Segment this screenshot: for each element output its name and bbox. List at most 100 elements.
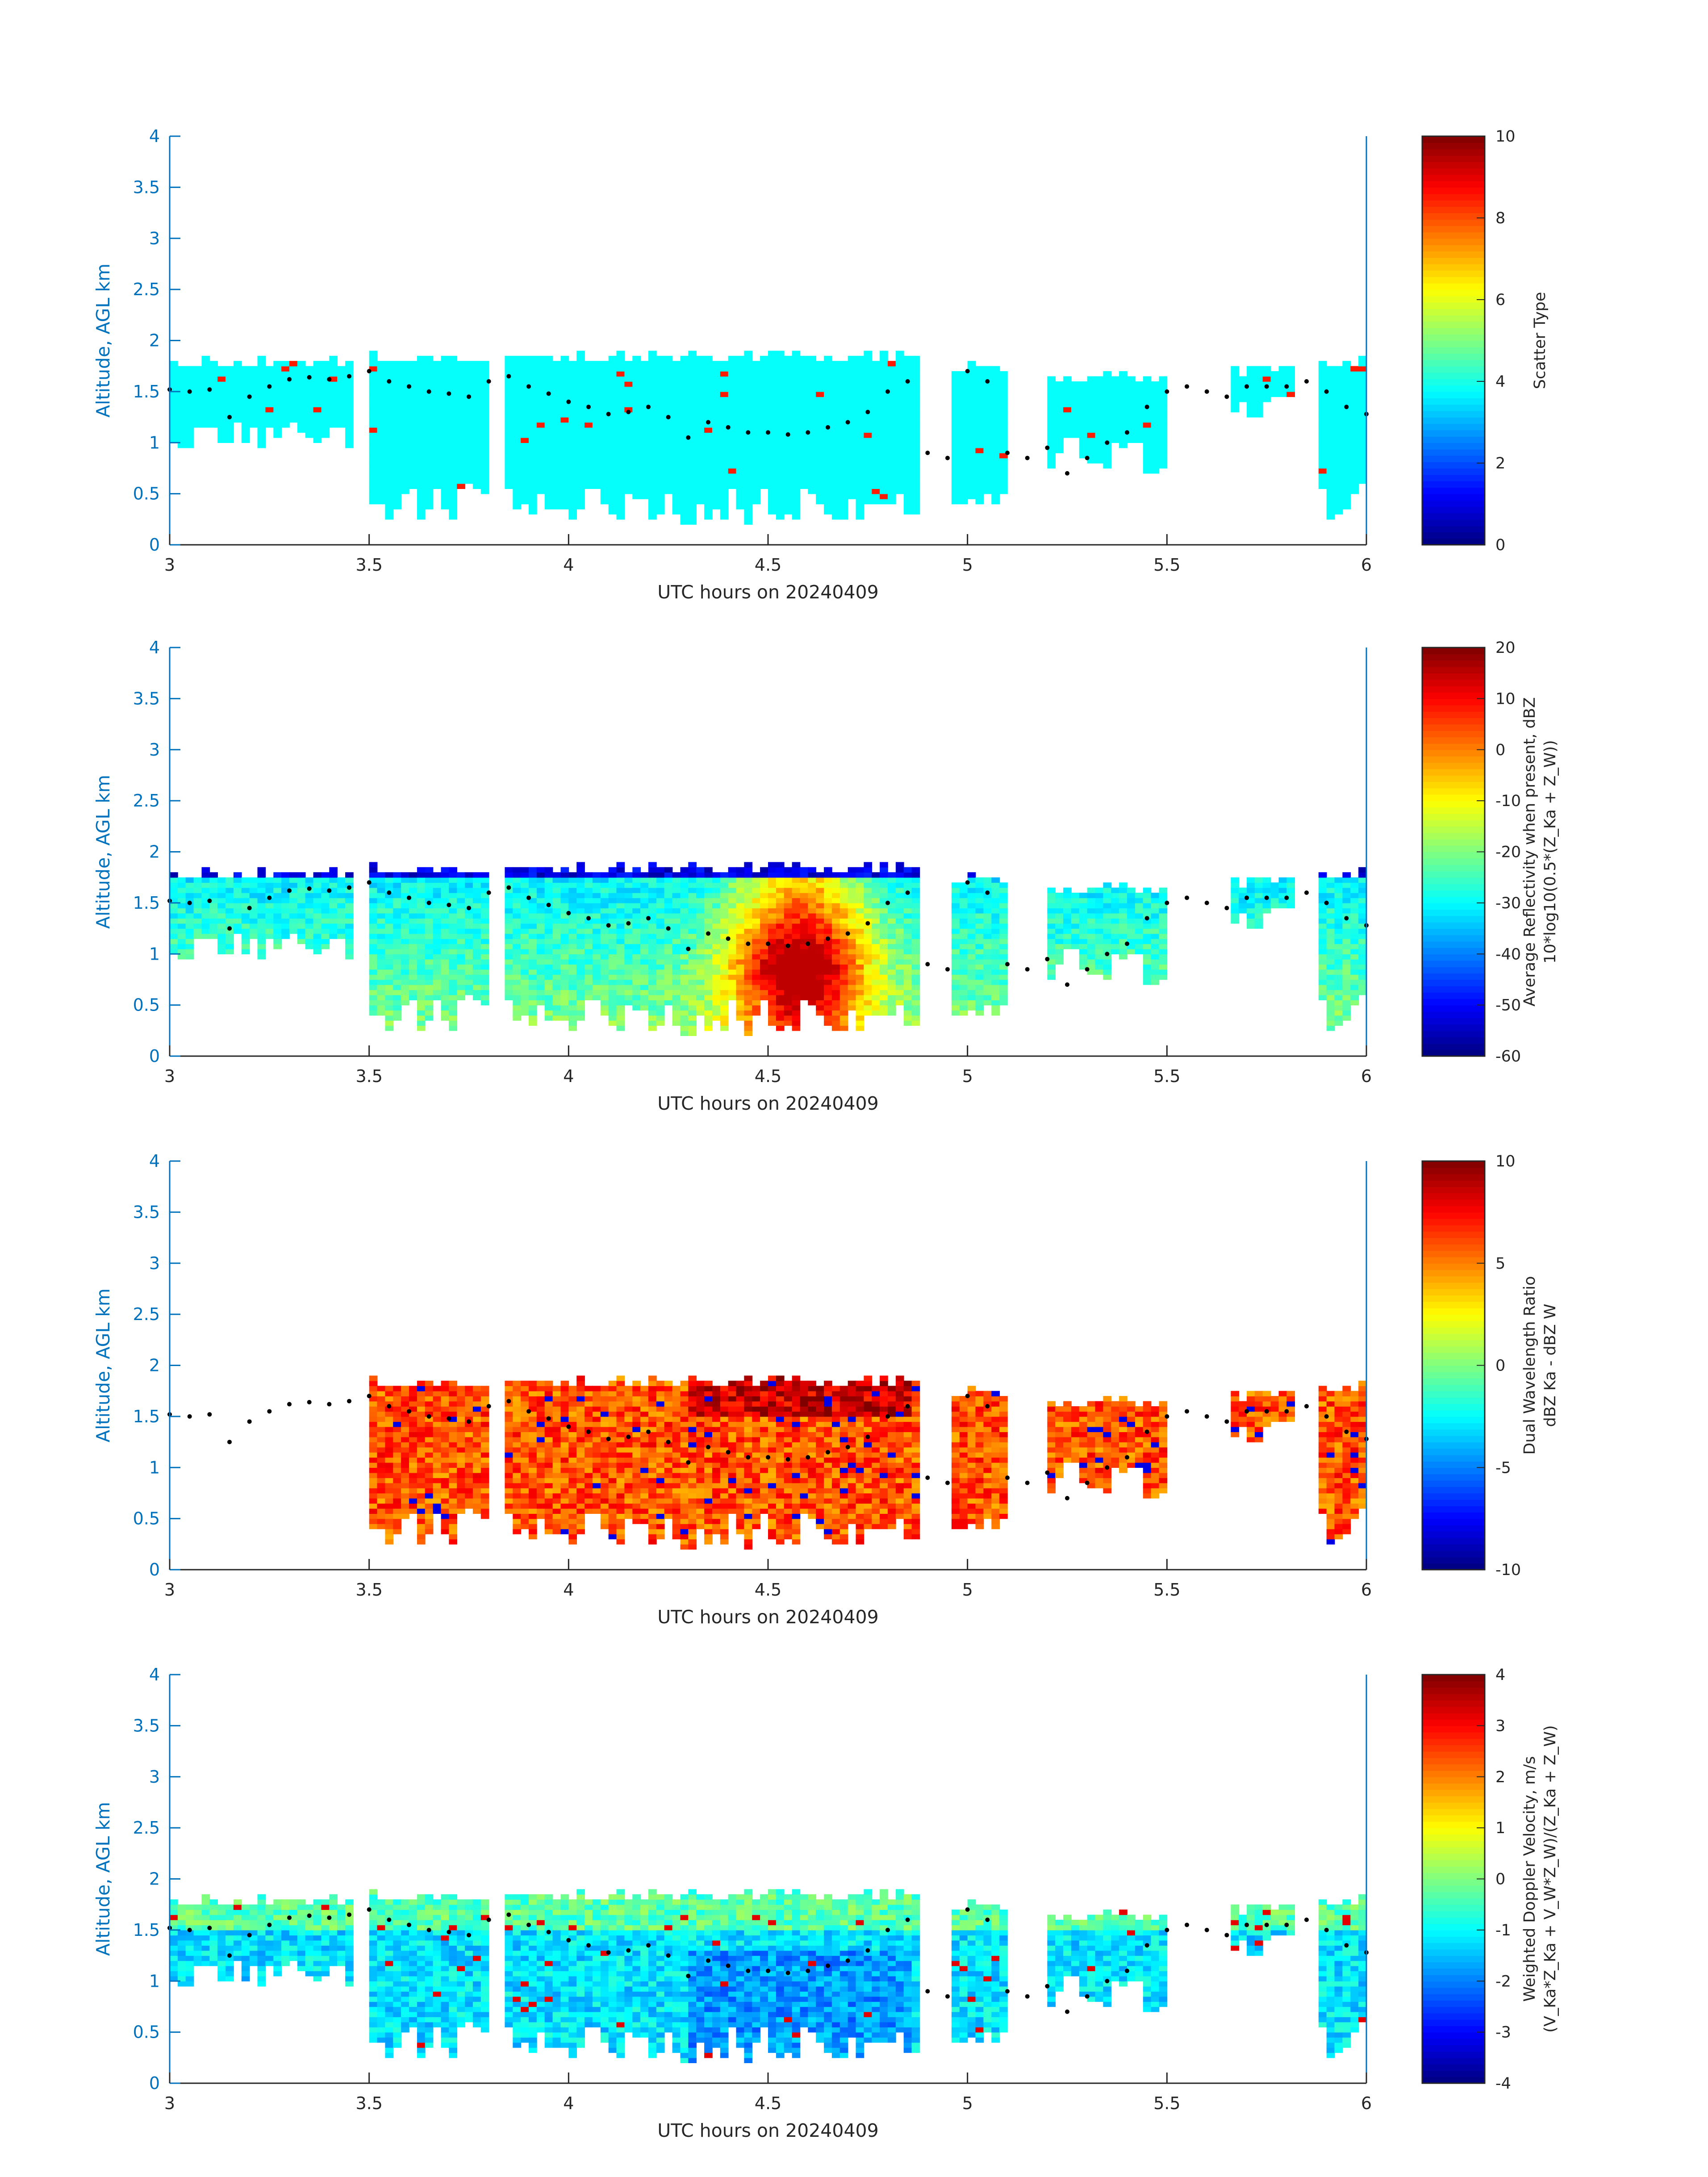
heatmap-cell: [457, 447, 465, 453]
heatmap-cell: [608, 401, 617, 407]
heatmap-cell: [568, 898, 577, 903]
heatmap-cell: [201, 867, 210, 873]
heatmap-cell: [856, 493, 864, 499]
heatmap-cell: [696, 417, 705, 423]
heatmap-cell: [728, 397, 737, 402]
heatmap-cell: [1334, 499, 1343, 505]
heatmap-cell: [273, 391, 282, 397]
heatmap-cell: [449, 1015, 457, 1021]
heatmap-cell: [800, 928, 809, 934]
heatmap-cell: [752, 371, 760, 377]
heatmap-cell: [1119, 381, 1128, 387]
heatmap-cell: [880, 458, 888, 464]
heatmap-cell: [800, 898, 809, 903]
heatmap-cell: [880, 401, 888, 407]
heatmap-cell: [505, 893, 514, 898]
heatmap-cell: [585, 432, 593, 438]
heatmap-cell: [1326, 417, 1335, 423]
heatmap-cell: [369, 443, 378, 448]
heatmap-cell: [552, 397, 561, 402]
heatmap-cell: [888, 443, 896, 448]
heatmap-cell: [776, 949, 785, 954]
heatmap-cell: [888, 483, 896, 489]
heatmap-cell: [800, 867, 809, 873]
heatmap-cell: [329, 386, 338, 392]
heatmap-cell: [409, 903, 418, 909]
heatmap-cell: [672, 361, 681, 367]
heatmap-cell: [784, 974, 793, 980]
heatmap-cell: [249, 877, 258, 883]
heatmap-cell: [544, 499, 553, 505]
heatmap-cell: [648, 908, 657, 914]
heatmap-cell: [425, 867, 434, 873]
heatmap-cell: [616, 893, 625, 898]
heatmap-cell: [792, 463, 801, 469]
heatmap-cell: [728, 954, 737, 960]
heatmap-cell: [401, 437, 409, 443]
heatmap-cell: [1079, 447, 1088, 453]
heatmap-cell: [265, 913, 274, 919]
heatmap-cell: [616, 1000, 625, 1006]
heatmap-cell: [513, 964, 521, 970]
colorbar-swatch: [1422, 136, 1485, 143]
heatmap-cell: [568, 964, 577, 970]
heatmap-cell: [592, 964, 601, 970]
heatmap-cell: [457, 923, 465, 929]
heatmap-cell: [824, 453, 832, 459]
heatmap-cell: [736, 458, 745, 464]
heatmap-cell: [680, 938, 689, 944]
cloud-base-marker: [1045, 445, 1050, 450]
x-tick-label: 3: [164, 555, 175, 575]
heatmap-cell: [624, 954, 633, 960]
heatmap-cell: [664, 432, 673, 438]
cloud-base-marker: [566, 399, 571, 404]
heatmap-cell: [465, 443, 473, 448]
heatmap-cell: [1063, 391, 1072, 397]
heatmap-cell: [560, 504, 569, 510]
heatmap-cell: [744, 984, 753, 990]
heatmap-cell: [513, 401, 521, 407]
heatmap-cell: [1350, 427, 1359, 433]
heatmap-cell: [193, 391, 202, 397]
heatmap-cell: [441, 458, 450, 464]
heatmap-cell: [536, 427, 545, 433]
heatmap-cell: [536, 443, 545, 448]
heatmap-cell: [472, 478, 481, 484]
heatmap-cell: [959, 489, 968, 494]
heatmap-cell: [760, 908, 768, 914]
heatmap-cell: [305, 386, 314, 392]
heatmap-cell: [321, 366, 330, 372]
heatmap-cell: [393, 938, 401, 944]
heatmap-cell: [824, 468, 832, 474]
heatmap-cell: [648, 994, 657, 1000]
heatmap-cell: [864, 489, 873, 494]
heatmap-cell: [1135, 417, 1144, 423]
heatmap-cell: [704, 401, 713, 407]
heatmap-cell: [640, 422, 649, 428]
heatmap-cell: [241, 381, 250, 387]
heatmap-cell: [544, 412, 553, 418]
heatmap-cell: [441, 386, 450, 392]
heatmap-cell: [664, 908, 673, 914]
heatmap-cell: [313, 381, 322, 387]
heatmap-cell: [417, 990, 426, 995]
heatmap-cell: [441, 893, 450, 898]
heatmap-cell: [1143, 453, 1152, 459]
heatmap-cell: [465, 877, 473, 883]
heatmap-cell: [329, 422, 338, 428]
heatmap-cell: [1111, 432, 1119, 438]
heatmap-cell: [656, 493, 665, 499]
heatmap-cell: [529, 371, 537, 377]
heatmap-cell: [624, 489, 633, 494]
y-tick-label: 0: [149, 535, 160, 555]
heatmap-cell: [329, 397, 338, 402]
heatmap-cell: [792, 1015, 801, 1021]
heatmap-cell: [744, 893, 753, 898]
heatmap-cell: [1095, 443, 1104, 448]
heatmap-cell: [472, 407, 481, 413]
colorbar-swatch: [1422, 519, 1485, 526]
heatmap-cell: [433, 933, 442, 939]
heatmap-cell: [776, 867, 785, 873]
heatmap-cell: [369, 458, 378, 464]
heatmap-cell: [800, 964, 809, 970]
